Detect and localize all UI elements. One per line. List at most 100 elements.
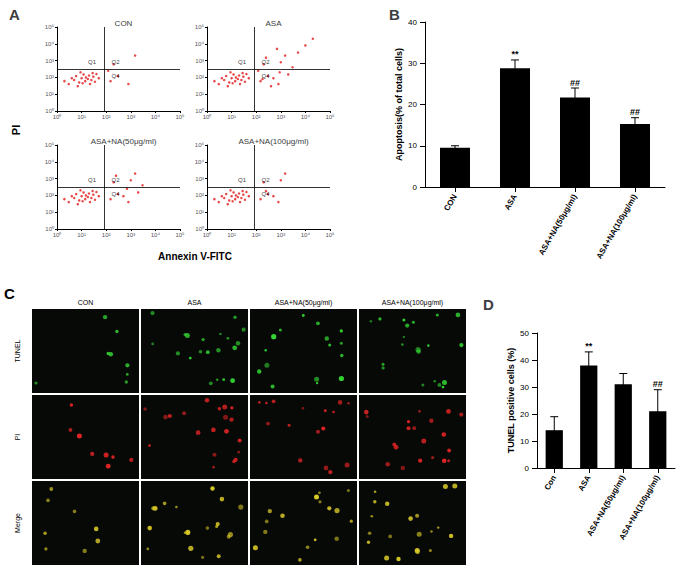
svg-text:ASA: ASA [503, 193, 519, 212]
svg-text:Q1: Q1 [88, 59, 97, 65]
svg-text:10⁵: 10⁵ [195, 24, 205, 30]
svg-text:50: 50 [520, 329, 529, 338]
svg-text:Q4: Q4 [112, 73, 121, 79]
svg-text:10³: 10³ [195, 58, 204, 64]
svg-text:**: ** [511, 49, 519, 59]
svg-text:TUNEL: TUNEL [14, 339, 21, 362]
svg-text:10²: 10² [195, 74, 204, 80]
svg-text:10⁴: 10⁴ [151, 114, 161, 120]
svg-text:10⁰: 10⁰ [53, 231, 62, 238]
svg-text:10⁰: 10⁰ [203, 231, 212, 238]
svg-text:Q4: Q4 [262, 191, 271, 197]
svg-text:10²: 10² [195, 192, 204, 198]
svg-text:10¹: 10¹ [77, 232, 86, 238]
svg-text:10⁴: 10⁴ [195, 159, 205, 165]
svg-text:Con: Con [543, 474, 559, 492]
svg-text:C: C [4, 285, 15, 302]
svg-text:PI: PI [14, 434, 21, 441]
svg-text:10³: 10³ [126, 232, 135, 238]
svg-text:Q1: Q1 [88, 177, 97, 183]
svg-text:10¹: 10¹ [45, 209, 54, 215]
svg-text:**: ** [585, 341, 593, 351]
svg-text:10⁴: 10⁴ [195, 41, 205, 47]
svg-text:ASA+NA(50μg/ml): ASA+NA(50μg/ml) [537, 192, 579, 256]
svg-text:ASA+NA(100μg/ml): ASA+NA(100μg/ml) [595, 192, 639, 260]
svg-text:10: 10 [520, 437, 529, 446]
svg-text:10²: 10² [252, 232, 261, 238]
svg-text:40: 40 [408, 18, 417, 27]
svg-text:ASA+NA(100μg/ml): ASA+NA(100μg/ml) [617, 473, 661, 541]
svg-text:10³: 10³ [276, 114, 285, 120]
svg-text:Q1: Q1 [238, 59, 247, 65]
svg-text:10⁰: 10⁰ [45, 107, 54, 114]
svg-text:10⁴: 10⁴ [151, 232, 161, 238]
svg-text:10⁵: 10⁵ [45, 24, 55, 30]
svg-text:PI: PI [10, 125, 22, 135]
svg-text:10⁰: 10⁰ [195, 225, 204, 232]
svg-text:0: 0 [413, 183, 418, 192]
svg-text:ASA+NA(50μg/ml): ASA+NA(50μg/ml) [91, 137, 157, 146]
svg-text:Annexin V-FITC: Annexin V-FITC [158, 251, 232, 262]
svg-text:10¹: 10¹ [227, 114, 236, 120]
svg-text:10¹: 10¹ [195, 209, 204, 215]
svg-text:ASA: ASA [576, 474, 592, 493]
svg-text:ASA: ASA [187, 299, 201, 306]
svg-text:A: A [9, 6, 20, 23]
svg-text:Q4: Q4 [262, 73, 271, 79]
svg-text:CON: CON [442, 193, 459, 213]
svg-text:10²: 10² [102, 114, 111, 120]
svg-text:20: 20 [520, 410, 529, 419]
svg-text:10⁰: 10⁰ [53, 113, 62, 120]
svg-text:CON: CON [78, 299, 94, 306]
svg-text:10³: 10³ [276, 232, 285, 238]
svg-text:10²: 10² [252, 114, 261, 120]
svg-text:10⁴: 10⁴ [301, 232, 311, 238]
svg-text:ASA+NA(100μg/ml): ASA+NA(100μg/ml) [382, 299, 443, 307]
svg-text:CON: CON [115, 19, 133, 28]
svg-text:10²: 10² [45, 192, 54, 198]
svg-text:10¹: 10¹ [227, 232, 236, 238]
svg-text:##: ## [653, 379, 663, 389]
svg-text:10³: 10³ [126, 114, 135, 120]
svg-text:0: 0 [525, 464, 530, 473]
svg-text:Q2: Q2 [262, 177, 271, 183]
svg-text:10⁵: 10⁵ [195, 142, 205, 148]
svg-text:D: D [483, 296, 494, 313]
svg-text:10⁵: 10⁵ [325, 232, 335, 238]
svg-text:Merge: Merge [14, 513, 22, 533]
svg-text:10²: 10² [102, 232, 111, 238]
svg-text:B: B [389, 6, 400, 23]
svg-text:ASA+NA(100μg/ml): ASA+NA(100μg/ml) [238, 137, 309, 146]
svg-text:10⁴: 10⁴ [45, 41, 55, 47]
svg-text:10⁵: 10⁵ [325, 114, 335, 120]
svg-text:10⁵: 10⁵ [175, 232, 185, 238]
svg-text:20: 20 [408, 100, 417, 109]
svg-text:30: 30 [520, 383, 529, 392]
svg-text:10³: 10³ [195, 176, 204, 182]
svg-text:40: 40 [520, 356, 529, 365]
svg-text:Apoptosis(% of total cells): Apoptosis(% of total cells) [394, 48, 404, 161]
svg-text:TUNEL positive cells (%): TUNEL positive cells (%) [506, 348, 516, 453]
svg-text:10⁵: 10⁵ [175, 114, 185, 120]
svg-text:10³: 10³ [45, 58, 54, 64]
svg-text:Q2: Q2 [112, 59, 121, 65]
svg-text:10¹: 10¹ [77, 114, 86, 120]
svg-text:Q2: Q2 [112, 177, 121, 183]
svg-text:10⁰: 10⁰ [45, 225, 54, 232]
svg-text:10: 10 [408, 141, 417, 150]
svg-text:10⁴: 10⁴ [301, 114, 311, 120]
svg-text:30: 30 [408, 59, 417, 68]
svg-text:10¹: 10¹ [195, 91, 204, 97]
svg-text:10³: 10³ [45, 176, 54, 182]
svg-text:ASA+NA(50μg/ml): ASA+NA(50μg/ml) [585, 473, 627, 537]
svg-text:10²: 10² [45, 74, 54, 80]
svg-text:10¹: 10¹ [45, 91, 54, 97]
svg-text:##: ## [570, 78, 580, 88]
svg-text:Q4: Q4 [112, 191, 121, 197]
svg-text:Q2: Q2 [262, 59, 271, 65]
svg-text:Q1: Q1 [238, 177, 247, 183]
svg-text:10⁵: 10⁵ [45, 142, 55, 148]
svg-text:10⁴: 10⁴ [45, 159, 55, 165]
svg-text:##: ## [630, 107, 640, 117]
svg-text:ASA+NA(50μg/ml): ASA+NA(50μg/ml) [275, 299, 333, 307]
